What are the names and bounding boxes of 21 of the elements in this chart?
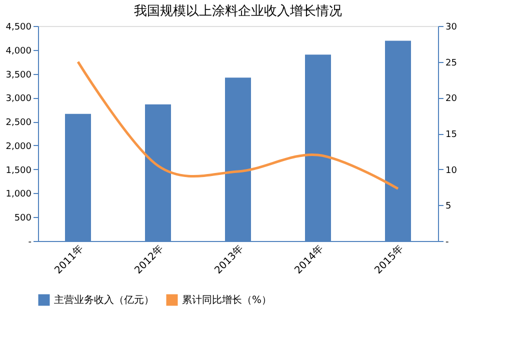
y-tick-label: 2,500 — [6, 118, 32, 128]
y2-tick-label: 30 — [446, 22, 458, 32]
y-tick-label: 2,000 — [6, 142, 32, 152]
y-tick-label: 1,000 — [6, 190, 32, 200]
y2-tick-label: 5 — [446, 202, 452, 212]
y-tick-label: 3,000 — [6, 94, 32, 104]
y2-tick-label: 10 — [446, 166, 458, 176]
legend-label: 主营业务收入（亿元） — [54, 294, 154, 306]
y-tick-label: 4,000 — [6, 46, 32, 56]
y-tick-label: 4,500 — [6, 22, 32, 32]
y-tick-label: 1,500 — [6, 166, 32, 176]
y-tick-label: - — [28, 238, 32, 248]
line-series — [76, 60, 400, 190]
y2-tick-label: 25 — [446, 58, 457, 68]
y-tick-label: 3,500 — [6, 70, 32, 80]
y2-tick-label: 20 — [446, 94, 458, 104]
chart-title: 我国规模以上涂料企业收入增长情况 — [134, 4, 342, 19]
y2-tick-label: - — [446, 238, 449, 248]
y2-tick-label: 15 — [446, 130, 457, 140]
y-tick-label: 500 — [14, 214, 32, 224]
legend-label: 累计同比增长（%） — [182, 294, 272, 306]
